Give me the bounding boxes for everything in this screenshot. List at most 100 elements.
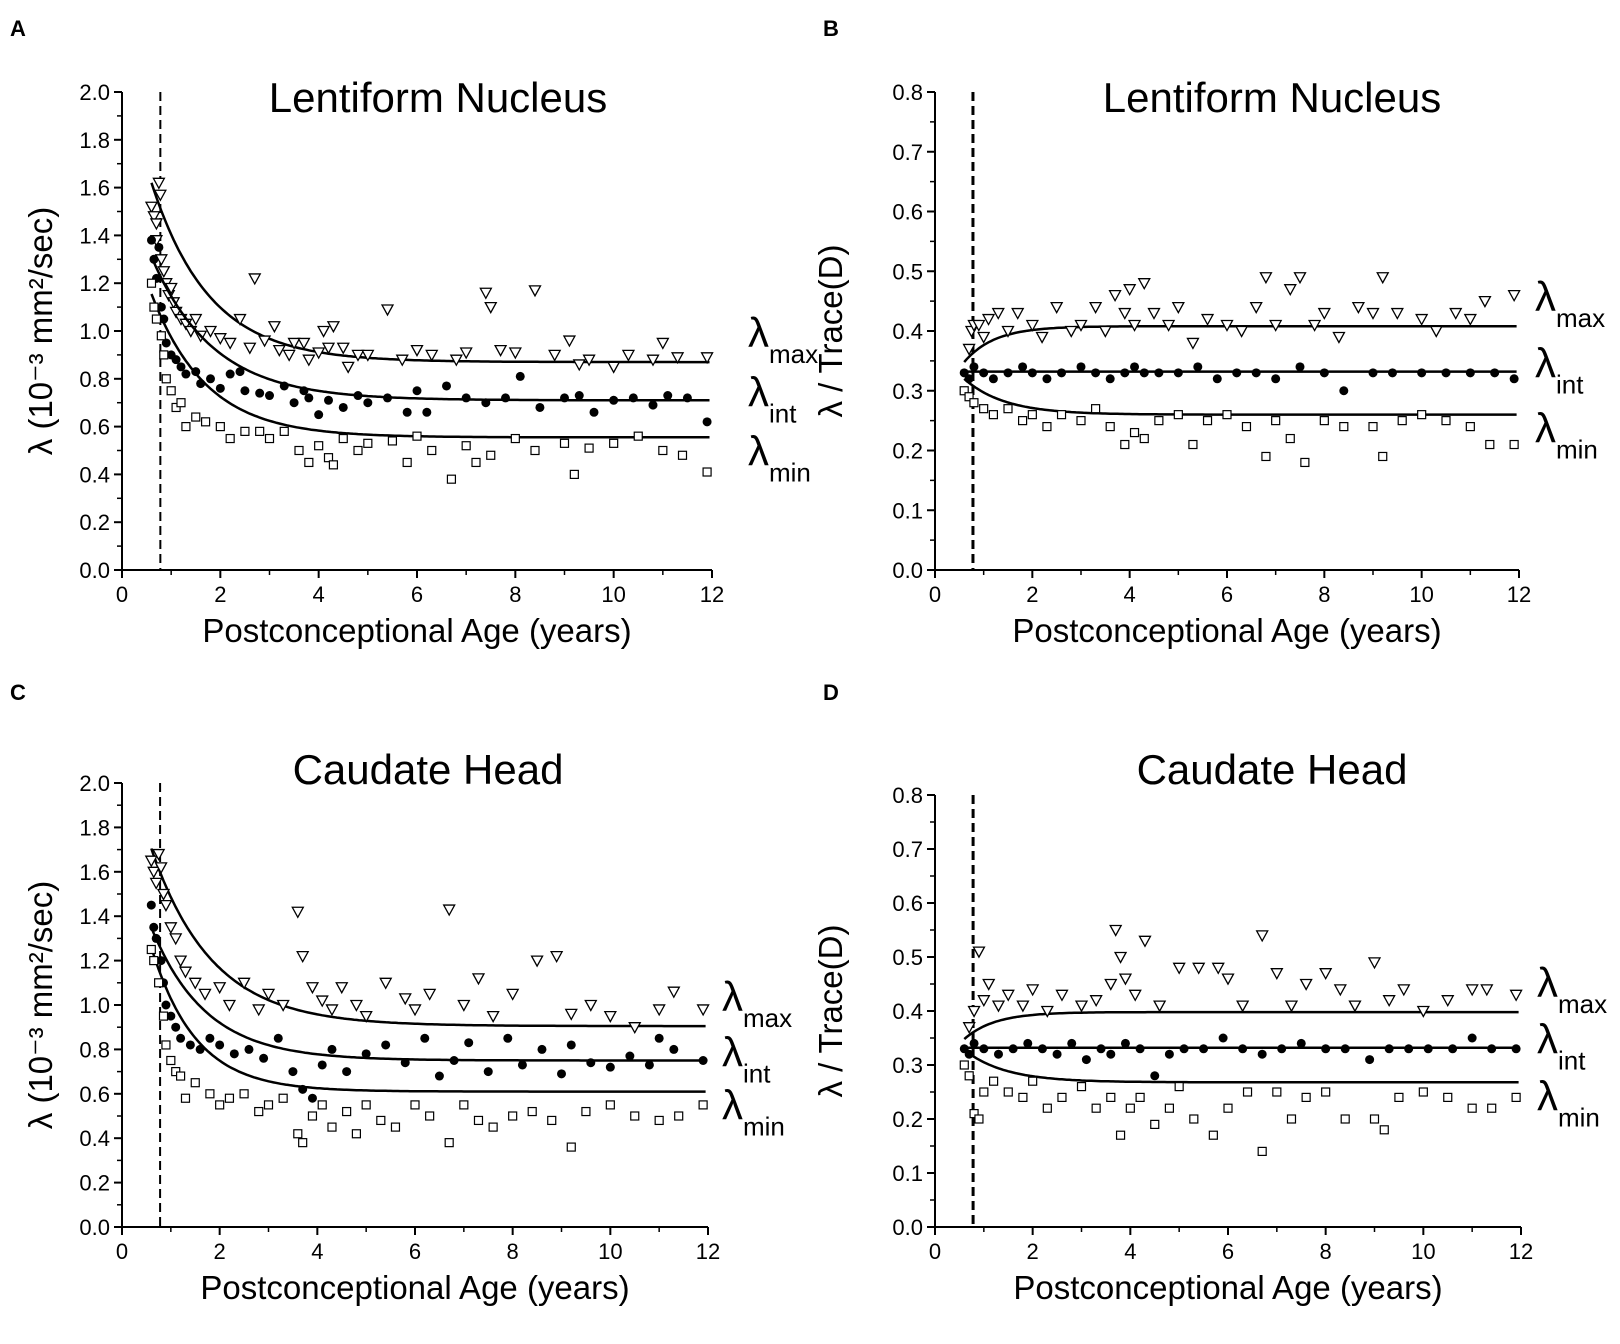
data-point-circle: [205, 1033, 215, 1043]
data-point-triangle: [1050, 301, 1064, 314]
data-point-square: [1394, 1092, 1404, 1103]
data-point-square: [1378, 451, 1388, 462]
data-point-triangle: [222, 999, 237, 1012]
data-point-square: [190, 1078, 200, 1088]
data-point-square: [1120, 439, 1130, 450]
y-tick-label: 0.7: [892, 140, 923, 165]
data-point-circle: [383, 393, 392, 403]
data-point-square: [1222, 410, 1232, 420]
series-min: [146, 944, 708, 1152]
data-point-circle: [1277, 1044, 1287, 1054]
data-point-circle: [1387, 368, 1397, 378]
data-point-square: [569, 469, 579, 479]
data-point-triangle: [1367, 957, 1382, 970]
x-tick-label: 4: [1124, 1239, 1136, 1264]
y-tick-label: 1.0: [79, 993, 110, 1018]
data-point-triangle: [506, 988, 520, 1001]
data-point-circle: [176, 1033, 186, 1043]
x-tick-label: 0: [116, 1239, 128, 1264]
chart-title: Lentiform Nucleus: [269, 74, 607, 121]
data-point-circle: [215, 1040, 225, 1050]
data-point-circle: [154, 242, 164, 252]
series-label-symbol: λ: [722, 1082, 743, 1129]
data-point-square: [1027, 410, 1037, 420]
data-point-triangle: [1074, 1000, 1089, 1013]
data-point-circle: [1052, 1049, 1062, 1059]
data-point-triangle: [700, 352, 714, 365]
x-axis-label: Postconceptional Age (years): [1013, 1269, 1442, 1306]
data-point-triangle: [1236, 1000, 1250, 1013]
data-point-square: [1301, 1092, 1311, 1103]
data-point-triangle: [213, 982, 227, 995]
data-point-circle: [993, 1049, 1003, 1059]
data-point-circle: [1105, 374, 1115, 384]
data-point-circle: [1365, 1055, 1375, 1065]
data-point-circle: [265, 391, 274, 401]
data-point-triangle: [652, 1004, 666, 1017]
data-point-triangle: [1186, 337, 1200, 350]
data-point-square: [1261, 451, 1271, 462]
data-point-triangle: [1127, 319, 1142, 332]
data-point-triangle: [977, 995, 991, 1008]
data-point-triangle: [621, 349, 636, 362]
data-point-square: [176, 1071, 186, 1081]
data-point-circle: [442, 381, 451, 391]
data-point-square: [328, 460, 339, 470]
data-point-triangle: [1011, 307, 1025, 320]
data-point-square: [1509, 439, 1519, 450]
series-label-symbol: λ: [1535, 340, 1556, 387]
data-point-square: [633, 431, 643, 441]
data-point-triangle: [1001, 989, 1015, 1002]
data-point-triangle: [1211, 962, 1225, 975]
data-point-square: [158, 1011, 169, 1021]
data-point-circle: [698, 1056, 708, 1065]
data-point-triangle: [316, 325, 331, 338]
series-min: [959, 377, 1519, 468]
data-point-square: [254, 1106, 264, 1117]
data-point-circle: [327, 1044, 337, 1054]
data-point-triangle: [449, 354, 463, 367]
data-point-square: [1018, 1092, 1028, 1103]
panels: A Lentiform Nucleus 0 2 4 6 8 10 12 0.0 0.2 0.4 0.6 0…: [10, 16, 1607, 1306]
data-point-triangle: [351, 349, 365, 362]
data-point-square: [959, 386, 969, 396]
data-point-triangle: [1025, 319, 1039, 332]
series-label-subscript: min: [743, 1112, 785, 1142]
data-point-triangle: [670, 352, 685, 365]
data-point-triangle: [174, 955, 188, 968]
x-tick-label: 0: [116, 582, 128, 607]
x-tick-label: 8: [509, 582, 521, 607]
data-point-square: [278, 1093, 288, 1103]
data-point-square: [1076, 1081, 1087, 1092]
data-point-circle: [1251, 368, 1261, 378]
data-point-circle: [420, 1033, 430, 1043]
data-point-square: [988, 1076, 999, 1086]
y-tick-label: 1.0: [79, 319, 110, 344]
data-point-circle: [171, 1022, 181, 1032]
data-point-circle: [574, 391, 584, 401]
data-point-triangle: [1332, 331, 1346, 344]
y-tick-label: 0.0: [79, 558, 110, 583]
data-point-triangle: [1293, 272, 1307, 285]
data-point-circle: [1023, 1038, 1033, 1048]
data-point-square: [1003, 1087, 1013, 1097]
data-point-triangle: [972, 946, 986, 959]
data-point-triangle: [1113, 951, 1128, 964]
data-point-circle: [1081, 1055, 1091, 1065]
data-point-square: [1164, 1103, 1175, 1113]
series-label-min: λmin: [722, 1082, 785, 1142]
data-point-square: [363, 438, 373, 448]
data-point-square: [180, 1093, 191, 1103]
data-point-triangle: [1035, 331, 1049, 344]
data-point-square: [969, 1108, 979, 1119]
data-point-circle: [299, 386, 309, 396]
data-point-square: [181, 422, 191, 432]
series-int: [959, 362, 1519, 396]
data-point-triangle: [1449, 307, 1463, 320]
data-point-circle: [146, 900, 156, 910]
data-point-square: [630, 1111, 640, 1121]
data-point-square: [1189, 1114, 1199, 1124]
chart-panel-c: C Caudate Head 0 2 4 6 8 10 12 0.0 0.2 0.4 0.6 0.8 1.0…: [10, 680, 792, 1306]
data-point-square: [1271, 416, 1281, 426]
data-point-triangle: [312, 347, 326, 360]
